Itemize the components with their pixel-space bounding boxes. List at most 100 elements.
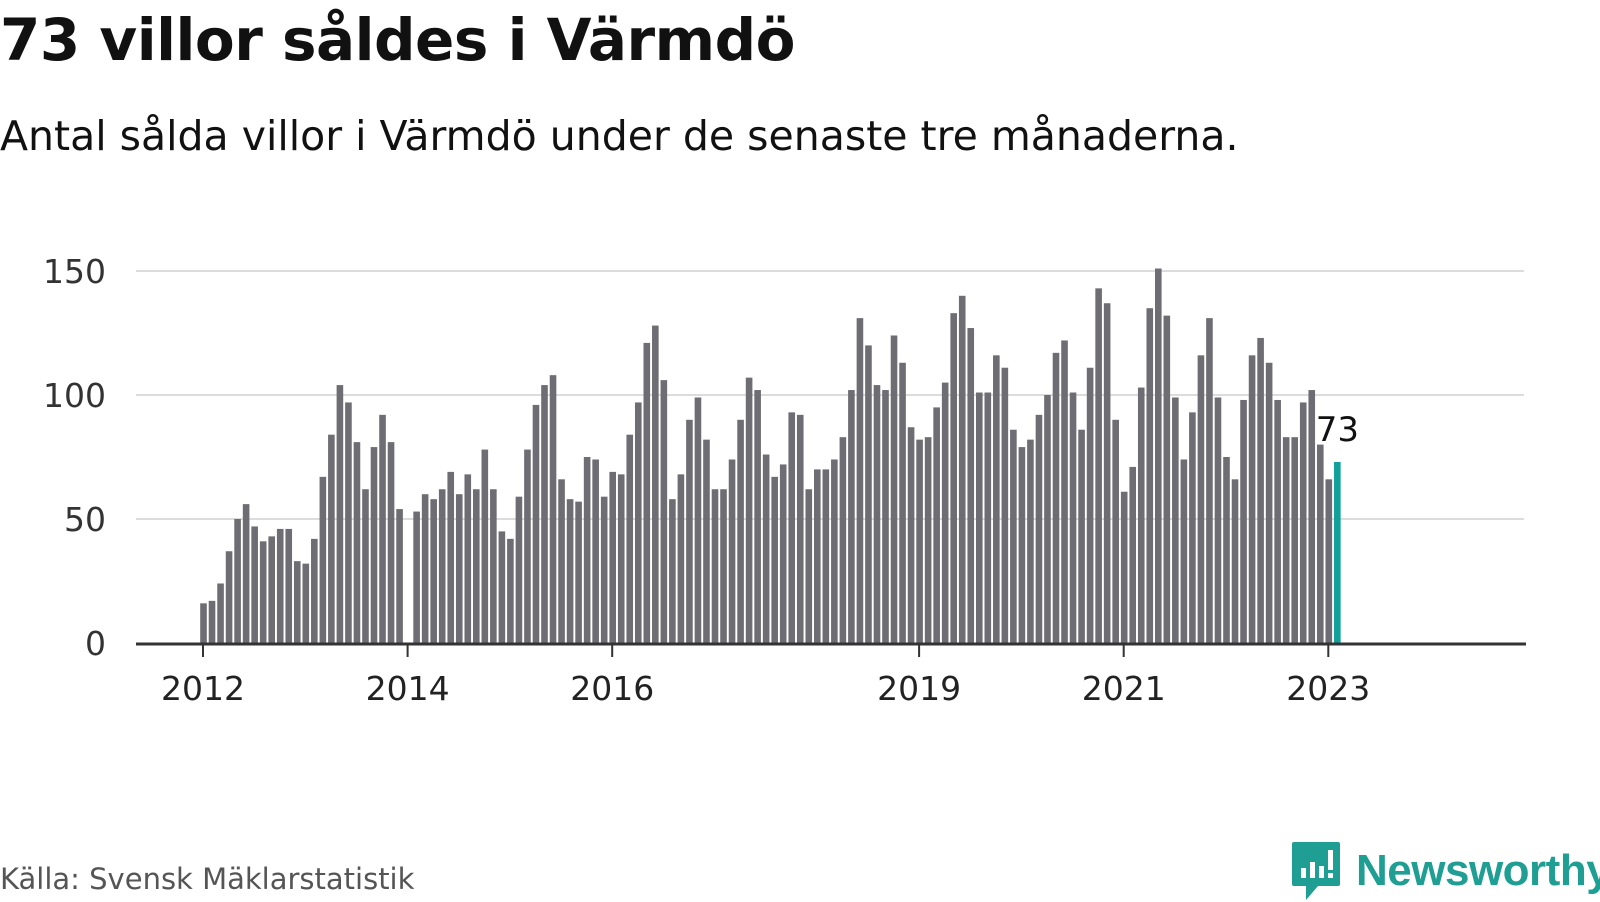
bar [652, 325, 659, 643]
bar [558, 479, 565, 643]
bar [1172, 397, 1179, 643]
bar [328, 434, 335, 643]
bar [924, 437, 932, 643]
bar [600, 496, 608, 643]
bar [1112, 419, 1119, 643]
highlight-value-label: 73 [1316, 410, 1359, 450]
bar [609, 471, 616, 643]
bar [251, 526, 258, 643]
bar [438, 489, 446, 643]
bar [1146, 308, 1154, 643]
bar [1274, 399, 1281, 643]
bar [1061, 340, 1068, 643]
bar [353, 442, 361, 643]
bar [933, 407, 940, 643]
bar [993, 355, 1000, 643]
bar [660, 380, 668, 643]
gridlines [136, 270, 1524, 520]
bar [1163, 315, 1171, 643]
bar [865, 345, 872, 643]
bar [507, 538, 514, 643]
bar [950, 313, 957, 643]
bar [200, 603, 207, 643]
bar [754, 390, 761, 643]
bar [788, 412, 796, 643]
bar [1316, 444, 1324, 643]
bar [839, 437, 847, 643]
x-tick-label: 2019 [877, 669, 961, 708]
y-tick-label: 150 [43, 252, 106, 291]
bar [225, 551, 233, 643]
bar [583, 457, 591, 643]
bar [831, 459, 838, 643]
x-tick-label: 2012 [161, 669, 245, 708]
bar-highlighted [1334, 461, 1341, 643]
bar [1214, 397, 1222, 643]
bar [208, 600, 216, 643]
bar [882, 390, 889, 643]
y-tick-label: 50 [64, 500, 106, 539]
bar [1018, 447, 1026, 643]
bar [1129, 466, 1137, 643]
newsworthy-logo[interactable]: Newsworthy [1290, 840, 1600, 902]
bar [1248, 355, 1256, 643]
bar [421, 494, 429, 643]
bar [779, 464, 787, 643]
bar [413, 511, 420, 643]
bar [1069, 392, 1077, 643]
bar [293, 561, 301, 643]
bar [541, 385, 548, 643]
bar [1044, 395, 1051, 643]
bar [396, 509, 403, 643]
bar [958, 295, 966, 643]
bar [805, 489, 813, 643]
bar [686, 419, 693, 643]
bar [1035, 414, 1043, 643]
bar [1223, 457, 1230, 643]
bar [1257, 337, 1264, 643]
bar [873, 385, 881, 643]
bar [899, 362, 906, 643]
bar [737, 419, 744, 643]
bar [1197, 355, 1205, 643]
bar [771, 476, 778, 643]
bar [370, 447, 378, 643]
bar [984, 392, 992, 643]
bar [549, 375, 557, 643]
bar [1189, 412, 1196, 643]
bar [473, 489, 480, 643]
y-tick-label: 0 [85, 624, 106, 663]
bar [498, 531, 506, 643]
bar [1027, 439, 1034, 643]
bar [1137, 387, 1145, 643]
annotations: 73 [1313, 407, 1362, 453]
bar [814, 469, 821, 643]
bar [916, 439, 923, 643]
bar [575, 501, 582, 643]
chart-subtitle: Antal sålda villor i Värmdö under de sen… [0, 112, 1239, 160]
bar [711, 489, 719, 643]
bar [1001, 367, 1009, 643]
bar [268, 536, 275, 643]
bar [259, 541, 267, 643]
x-axis-ticks: 2012 2014 2016 2019 2021 2023 [161, 644, 1370, 708]
bar [217, 583, 224, 643]
bar [643, 342, 651, 643]
bar [1325, 479, 1333, 643]
bar [822, 469, 830, 643]
bar [634, 402, 642, 643]
y-tick-label: 100 [43, 376, 106, 415]
bar [856, 318, 864, 643]
bar [592, 459, 599, 643]
y-axis-tick-labels: 0 50 100 150 [43, 252, 106, 663]
bar [387, 442, 395, 643]
bar [1052, 352, 1060, 643]
bars [200, 268, 1341, 643]
bar [617, 474, 625, 643]
bar [669, 499, 676, 643]
bar [319, 476, 327, 643]
x-tick-label: 2016 [570, 669, 654, 708]
chart-title: 73 villor såldes i Värmdö [0, 6, 795, 74]
bar [1078, 429, 1085, 643]
bar [694, 397, 702, 643]
